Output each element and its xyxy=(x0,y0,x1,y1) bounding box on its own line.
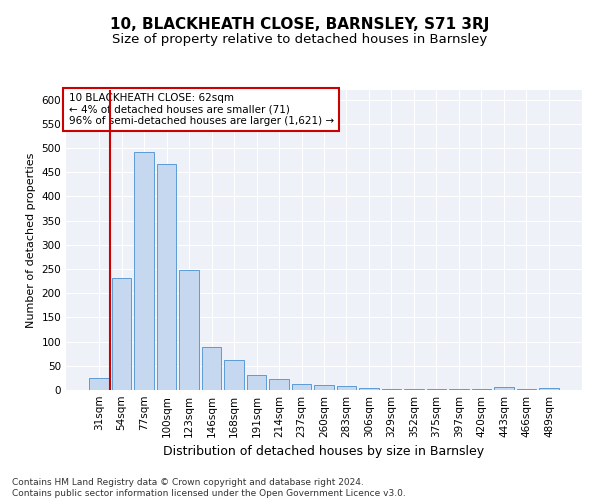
Bar xyxy=(382,388,401,390)
Text: 10 BLACKHEATH CLOSE: 62sqm
← 4% of detached houses are smaller (71)
96% of semi-: 10 BLACKHEATH CLOSE: 62sqm ← 4% of detac… xyxy=(68,93,334,126)
Bar xyxy=(449,389,469,390)
Bar xyxy=(472,389,491,390)
Bar xyxy=(314,384,334,390)
X-axis label: Distribution of detached houses by size in Barnsley: Distribution of detached houses by size … xyxy=(163,446,485,458)
Bar xyxy=(89,378,109,390)
Bar xyxy=(247,375,266,390)
Bar xyxy=(269,380,289,390)
Bar xyxy=(494,386,514,390)
Bar xyxy=(337,386,356,390)
Bar xyxy=(292,384,311,390)
Bar xyxy=(112,278,131,390)
Bar xyxy=(427,389,446,390)
Text: Size of property relative to detached houses in Barnsley: Size of property relative to detached ho… xyxy=(112,32,488,46)
Bar xyxy=(539,388,559,390)
Bar xyxy=(134,152,154,390)
Bar xyxy=(404,389,424,390)
Bar xyxy=(224,360,244,390)
Text: Contains HM Land Registry data © Crown copyright and database right 2024.
Contai: Contains HM Land Registry data © Crown c… xyxy=(12,478,406,498)
Bar xyxy=(179,270,199,390)
Bar xyxy=(202,348,221,390)
Bar xyxy=(517,389,536,390)
Y-axis label: Number of detached properties: Number of detached properties xyxy=(26,152,36,328)
Text: 10, BLACKHEATH CLOSE, BARNSLEY, S71 3RJ: 10, BLACKHEATH CLOSE, BARNSLEY, S71 3RJ xyxy=(110,18,490,32)
Bar xyxy=(157,164,176,390)
Bar xyxy=(359,388,379,390)
